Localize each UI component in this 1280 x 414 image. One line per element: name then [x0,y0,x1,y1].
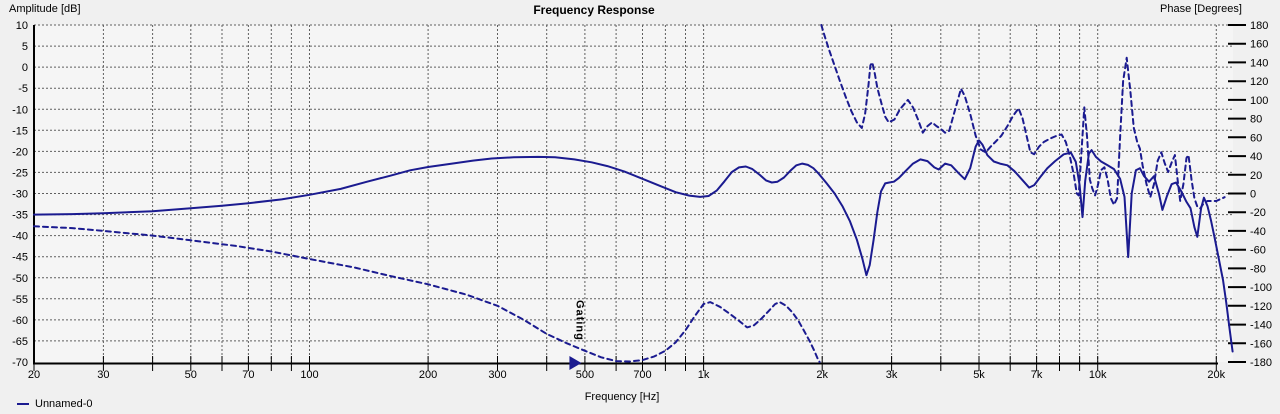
magnitude-curve [33,139,1234,353]
phase-tick-labels: 180 160 140 120 100 80 60 40 20 0 -20 -40 -60 -80 -100… [1228,20,1272,369]
svg-text:80: 80 [1250,114,1262,126]
svg-text:500: 500 [576,369,594,381]
right-axis-title: Phase [Degrees] [1160,3,1242,15]
phase-curve [33,24,1226,363]
svg-text:-80: -80 [1250,263,1266,275]
x-tick-labels: 20 30 50 70 100 200 300 500 700 1k 2k 3k 5k 7k 10k 20k [28,369,1226,381]
svg-text:0: 0 [22,62,28,74]
x-tick-marks [33,356,1217,371]
svg-text:-55: -55 [12,294,28,306]
chart-title: Frequency Response [533,3,655,17]
gating-marker-icon [569,356,582,370]
svg-text:-25: -25 [12,167,28,179]
svg-text:2k: 2k [816,369,828,381]
legend: Unnamed-0 [17,398,92,410]
svg-text:-180: -180 [1250,357,1272,369]
svg-text:100: 100 [1250,95,1268,107]
svg-text:-100: -100 [1250,282,1272,294]
amplitude-tick-labels: 10 5 0 -5 -10 -15 -20 -25 -30 -35 -40 -45 -50 -55 -60 -… [12,20,28,369]
svg-text:1k: 1k [698,369,710,381]
svg-text:180: 180 [1250,20,1268,32]
svg-text:300: 300 [488,369,506,381]
svg-text:-160: -160 [1250,338,1272,350]
svg-text:50: 50 [185,369,197,381]
legend-label: Unnamed-0 [35,398,93,410]
plot-area [34,25,1233,362]
svg-text:-30: -30 [12,189,28,201]
svg-text:20: 20 [1250,170,1262,182]
svg-text:-15: -15 [12,125,28,137]
svg-text:7k: 7k [1031,369,1043,381]
gating-label: Gating [573,300,585,341]
left-axis-title: Amplitude [dB] [9,3,81,15]
legend-line-swatch [17,403,29,405]
svg-text:-40: -40 [1250,226,1266,238]
svg-text:100: 100 [300,369,318,381]
svg-text:200: 200 [419,369,437,381]
gating-marker: Gating [569,300,585,370]
svg-text:-35: -35 [12,210,28,222]
svg-text:3k: 3k [886,369,898,381]
svg-text:140: 140 [1250,57,1268,69]
svg-text:160: 160 [1250,39,1268,51]
svg-text:-60: -60 [1250,245,1266,257]
svg-text:-140: -140 [1250,320,1272,332]
svg-text:10: 10 [16,20,28,32]
svg-text:-40: -40 [12,231,28,243]
svg-text:20k: 20k [1207,369,1225,381]
axes [33,25,1218,365]
svg-text:5: 5 [22,41,28,53]
svg-text:-20: -20 [1250,207,1266,219]
svg-text:60: 60 [1250,132,1262,144]
svg-text:-10: -10 [12,104,28,116]
svg-text:120: 120 [1250,76,1268,88]
svg-text:5k: 5k [973,369,985,381]
svg-text:-65: -65 [12,336,28,348]
svg-text:-70: -70 [12,357,28,369]
svg-text:-45: -45 [12,252,28,264]
svg-text:-20: -20 [12,146,28,158]
svg-text:700: 700 [633,369,651,381]
svg-text:-60: -60 [12,315,28,327]
svg-text:-5: -5 [18,83,28,95]
svg-text:-50: -50 [12,273,28,285]
svg-text:70: 70 [242,369,254,381]
svg-text:0: 0 [1250,189,1256,201]
svg-text:40: 40 [1250,151,1262,163]
svg-text:-120: -120 [1250,301,1272,313]
svg-text:10k: 10k [1089,369,1107,381]
frequency-gridlines [102,25,1217,362]
x-axis-title: Frequency [Hz] [584,391,660,403]
svg-text:20: 20 [28,369,40,381]
svg-text:30: 30 [97,369,109,381]
